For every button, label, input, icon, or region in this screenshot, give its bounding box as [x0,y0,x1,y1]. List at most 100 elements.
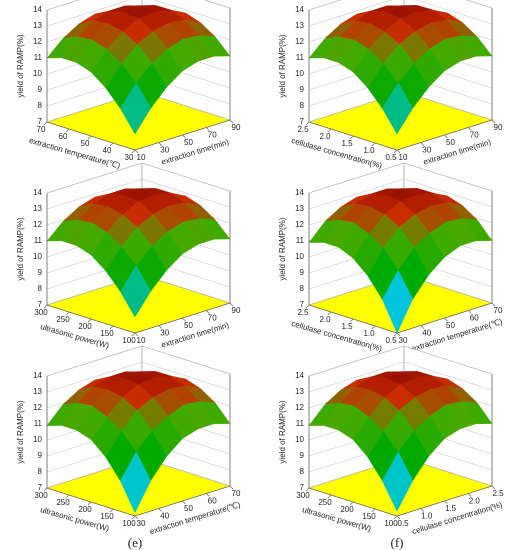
z-tick-label: 9 [38,268,43,277]
y-tick [327,494,332,499]
z-tick-label: 10 [33,69,42,78]
z-tick-label: 12 [33,220,42,229]
z-tick-label: 14 [33,188,42,197]
x-tick [182,134,186,139]
y-tick-label: 2.0 [319,315,331,324]
z-tick-label: 12 [33,37,42,46]
y-tick-label: 150 [100,512,114,521]
y-tick-label: 300 [34,491,48,500]
x-tick [444,134,448,139]
x-tick [206,127,210,131]
y-tick [393,149,398,154]
z-tick-label: 10 [33,435,42,444]
y-tick [109,142,114,147]
x-tick-label: 50 [446,138,455,147]
x-tick-label: 90 [232,123,241,132]
x-tick [491,302,496,307]
z-tick-label: 7 [300,117,305,126]
z-axis-label: yield of RAMP(%) [16,34,25,97]
y-tick [371,142,376,147]
x-tick-label: 10 [137,336,146,345]
z-tick-label: 12 [295,403,304,412]
x-tick-label: 30 [399,336,408,345]
x-tick-label: 10 [137,153,146,162]
y-tick-label: 100 [122,336,136,345]
x-tick [468,310,472,314]
x-tick [396,149,401,154]
z-tick-label: 14 [33,5,42,14]
y-tick [349,501,354,506]
z-tick-label: 10 [295,252,304,261]
x-tick [396,515,401,520]
x-axis-label: extraction time(min) [422,137,492,166]
x-tick [229,302,234,307]
x-tick-label: 0.5 [397,519,409,528]
y-tick-label: 150 [100,329,114,338]
y-tick-label: 100 [122,519,136,528]
panel-label: (f) [391,535,404,550]
y-tick-label: 0.5 [385,336,397,345]
x-tick [182,500,186,505]
z-tick-label: 10 [295,69,304,78]
y-tick-label: 60 [59,132,68,141]
x-tick [134,149,139,154]
z-tick-label: 11 [34,419,43,428]
y-tick-label: 150 [362,512,376,521]
panel: 7 8 9 10 11 12 13 14 0.5 1.0 1.5 2.0 2.5 100 150 200 250… [278,345,504,550]
y-tick-label: 1.0 [363,146,375,155]
x-tick-label: 90 [494,123,503,132]
y-tick-label: 1.5 [341,139,353,148]
x-tick [158,508,162,512]
y-tick [371,325,376,330]
box-edge [308,374,493,517]
z-tick-label: 11 [296,236,305,245]
x-tick-label: 2.0 [469,497,481,506]
z-tick-label: 14 [295,188,304,197]
x-tick-label: 60 [470,314,479,323]
z-tick-label: 11 [34,236,43,245]
surface-patch [382,82,413,135]
y-tick [349,135,354,140]
y-tick [65,311,70,316]
y-tick-label: 40 [103,146,112,155]
x-tick-label: 2.5 [492,489,504,498]
x-tick [158,325,162,329]
z-axis-label: yield of RAMP(%) [278,34,287,97]
z-tick-label: 7 [38,483,43,492]
z-tick-label: 13 [33,21,42,30]
grid-line [308,345,493,377]
z-tick-label: 12 [33,403,42,412]
z-axis-label: yield of RAMP(%) [278,217,287,280]
z-tick-label: 13 [295,204,304,213]
y-tick-label: 2.5 [297,125,309,134]
x-tick-label: 30 [422,146,431,155]
x-tick-label: 70 [494,306,503,315]
z-tick-label: 8 [300,284,305,293]
grid-line [308,162,493,194]
y-tick-label: 200 [340,505,354,514]
grid-line [46,361,231,393]
x-tick [491,485,496,490]
z-tick-label: 14 [295,5,304,14]
z-tick-label: 14 [295,371,304,380]
y-tick-label: 1.0 [363,329,375,338]
y-tick [393,515,398,520]
grid-line [308,0,493,27]
z-tick-label: 13 [295,387,304,396]
y-tick [131,332,136,337]
panel-label: (e) [128,535,142,550]
panel: 78910111213143040506070100150200250300ex… [16,345,242,550]
y-tick-label: 70 [37,125,46,134]
y-tick-label: 300 [296,491,310,500]
x-tick-label: 30 [137,519,146,528]
surface-patch [120,265,152,318]
y-tick [43,304,48,309]
grid-line [46,178,231,210]
x-tick-label: 10 [399,153,408,162]
box-edge [308,8,493,151]
z-tick-label: 11 [34,53,43,62]
z-tick-label: 13 [33,204,42,213]
z-tick-label: 14 [33,371,42,380]
x-tick-label: 50 [184,138,193,147]
z-tick-label: 12 [295,220,304,229]
